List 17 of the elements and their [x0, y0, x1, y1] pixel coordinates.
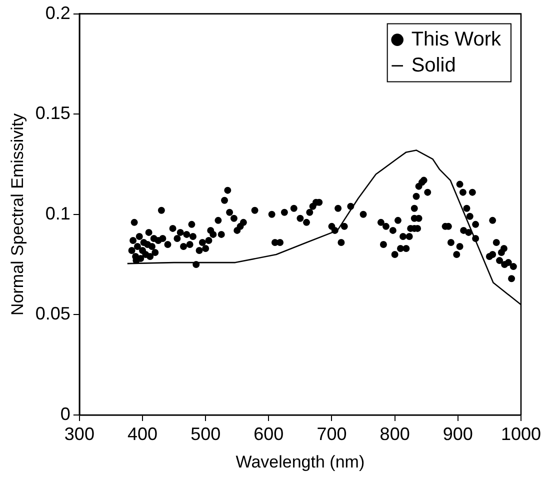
x-tick-label: 400: [127, 424, 158, 444]
y-axis-title: Normal Spectral Emissivity: [8, 112, 27, 316]
legend-label: This Work: [411, 28, 502, 50]
legend-label: Solid: [411, 54, 456, 76]
x-axis-title: Wavelength (nm): [236, 452, 365, 472]
y-tick-label: 0.1: [45, 203, 70, 224]
y-tick-label: 0.05: [35, 304, 70, 324]
x-tick-label: 800: [380, 424, 410, 444]
y-tick-label: 0.15: [35, 103, 70, 124]
x-tick-label: 500: [190, 424, 221, 444]
x-tick-label: 600: [254, 424, 284, 444]
x-tick-label: 900: [442, 424, 473, 444]
x-tick-label: 700: [316, 424, 347, 444]
y-tick-label: 0: [60, 404, 70, 424]
x-tick-label: 1000: [500, 424, 541, 444]
x-tick-label: 300: [64, 424, 94, 444]
y-tick-label: 0.2: [45, 2, 70, 23]
